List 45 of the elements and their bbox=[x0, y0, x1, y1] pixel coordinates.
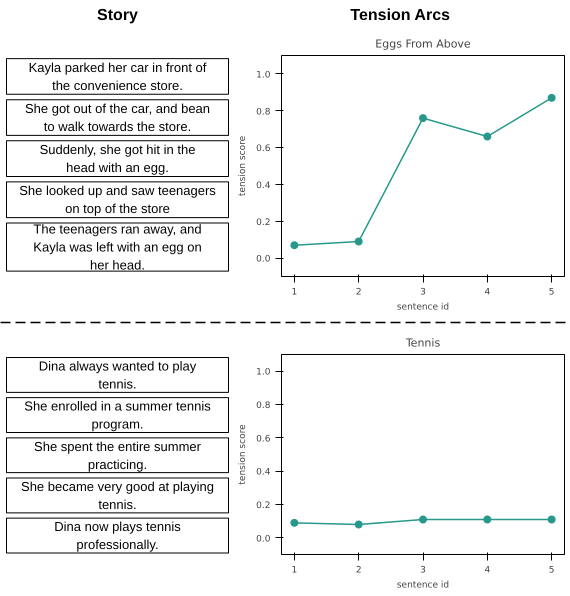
y-tick-label: 0.0 bbox=[256, 254, 271, 265]
text: She spent the entire summer practicing. bbox=[34, 438, 202, 472]
x-tick-label: 3 bbox=[420, 566, 426, 576]
point bbox=[354, 238, 363, 246]
y-tick-label: 0.6 bbox=[256, 434, 271, 444]
text: Dina always wanted to play tennis. bbox=[38, 358, 197, 392]
text: She got out of the car, and bean to walk towards the store. bbox=[24, 101, 210, 134]
chart-title: Tension Arcs bbox=[350, 7, 450, 24]
chart-subtitle: Eggs From Above bbox=[375, 38, 471, 50]
x-tick-label: 5 bbox=[548, 566, 555, 576]
y-tick-label: 0.2 bbox=[256, 501, 271, 511]
x-tick-label: 4 bbox=[484, 288, 490, 298]
text: She looked up and saw teenagers on top of the store bbox=[19, 183, 216, 216]
text: Story bbox=[97, 7, 138, 24]
y-tick-label: 0.8 bbox=[256, 401, 271, 411]
y-tick-label: 0.0 bbox=[256, 534, 271, 544]
x-tick-label: 1 bbox=[292, 566, 298, 576]
x-axis-title: sentence id bbox=[396, 580, 450, 590]
x-tick-label: 3 bbox=[420, 288, 426, 298]
y-tick-label: 0.8 bbox=[256, 107, 271, 118]
x-tick-label: 5 bbox=[548, 288, 555, 298]
y-axis-title: tension score bbox=[238, 135, 248, 196]
chart-subtitle: Tennis bbox=[404, 336, 440, 350]
y-tick-label: 0.4 bbox=[256, 468, 271, 478]
text: Dina now plays tennis professionally. bbox=[54, 519, 182, 552]
point bbox=[483, 132, 492, 141]
text: The teenagers ran away, and Kayla was left with an egg on her head. bbox=[33, 222, 202, 273]
x-axis-title: sentence id bbox=[396, 302, 450, 312]
x-tick-label: 2 bbox=[356, 566, 362, 576]
y-tick-label: 1.0 bbox=[256, 368, 271, 378]
point bbox=[290, 241, 298, 250]
y-tick-label: 0.2 bbox=[256, 218, 271, 228]
x-tick-label: 4 bbox=[484, 566, 490, 576]
point bbox=[548, 94, 556, 102]
text: Kayla parked her car in front of the convenience store. bbox=[28, 60, 207, 93]
x-tick-label: 1 bbox=[292, 288, 298, 298]
x-tick-label: 2 bbox=[356, 288, 362, 298]
y-tick-label: 1.0 bbox=[256, 70, 271, 80]
y-tick-label: 0.4 bbox=[256, 180, 271, 191]
y-tick-label: 0.6 bbox=[256, 144, 271, 154]
text: Suddenly, she got hit in the head with an egg. bbox=[40, 142, 196, 176]
y-axis-title: tension score bbox=[238, 424, 248, 485]
text: She enrolled in a summer tennis program. bbox=[24, 398, 212, 432]
text: She became very good at playing tennis. bbox=[21, 478, 214, 512]
point bbox=[419, 114, 427, 122]
